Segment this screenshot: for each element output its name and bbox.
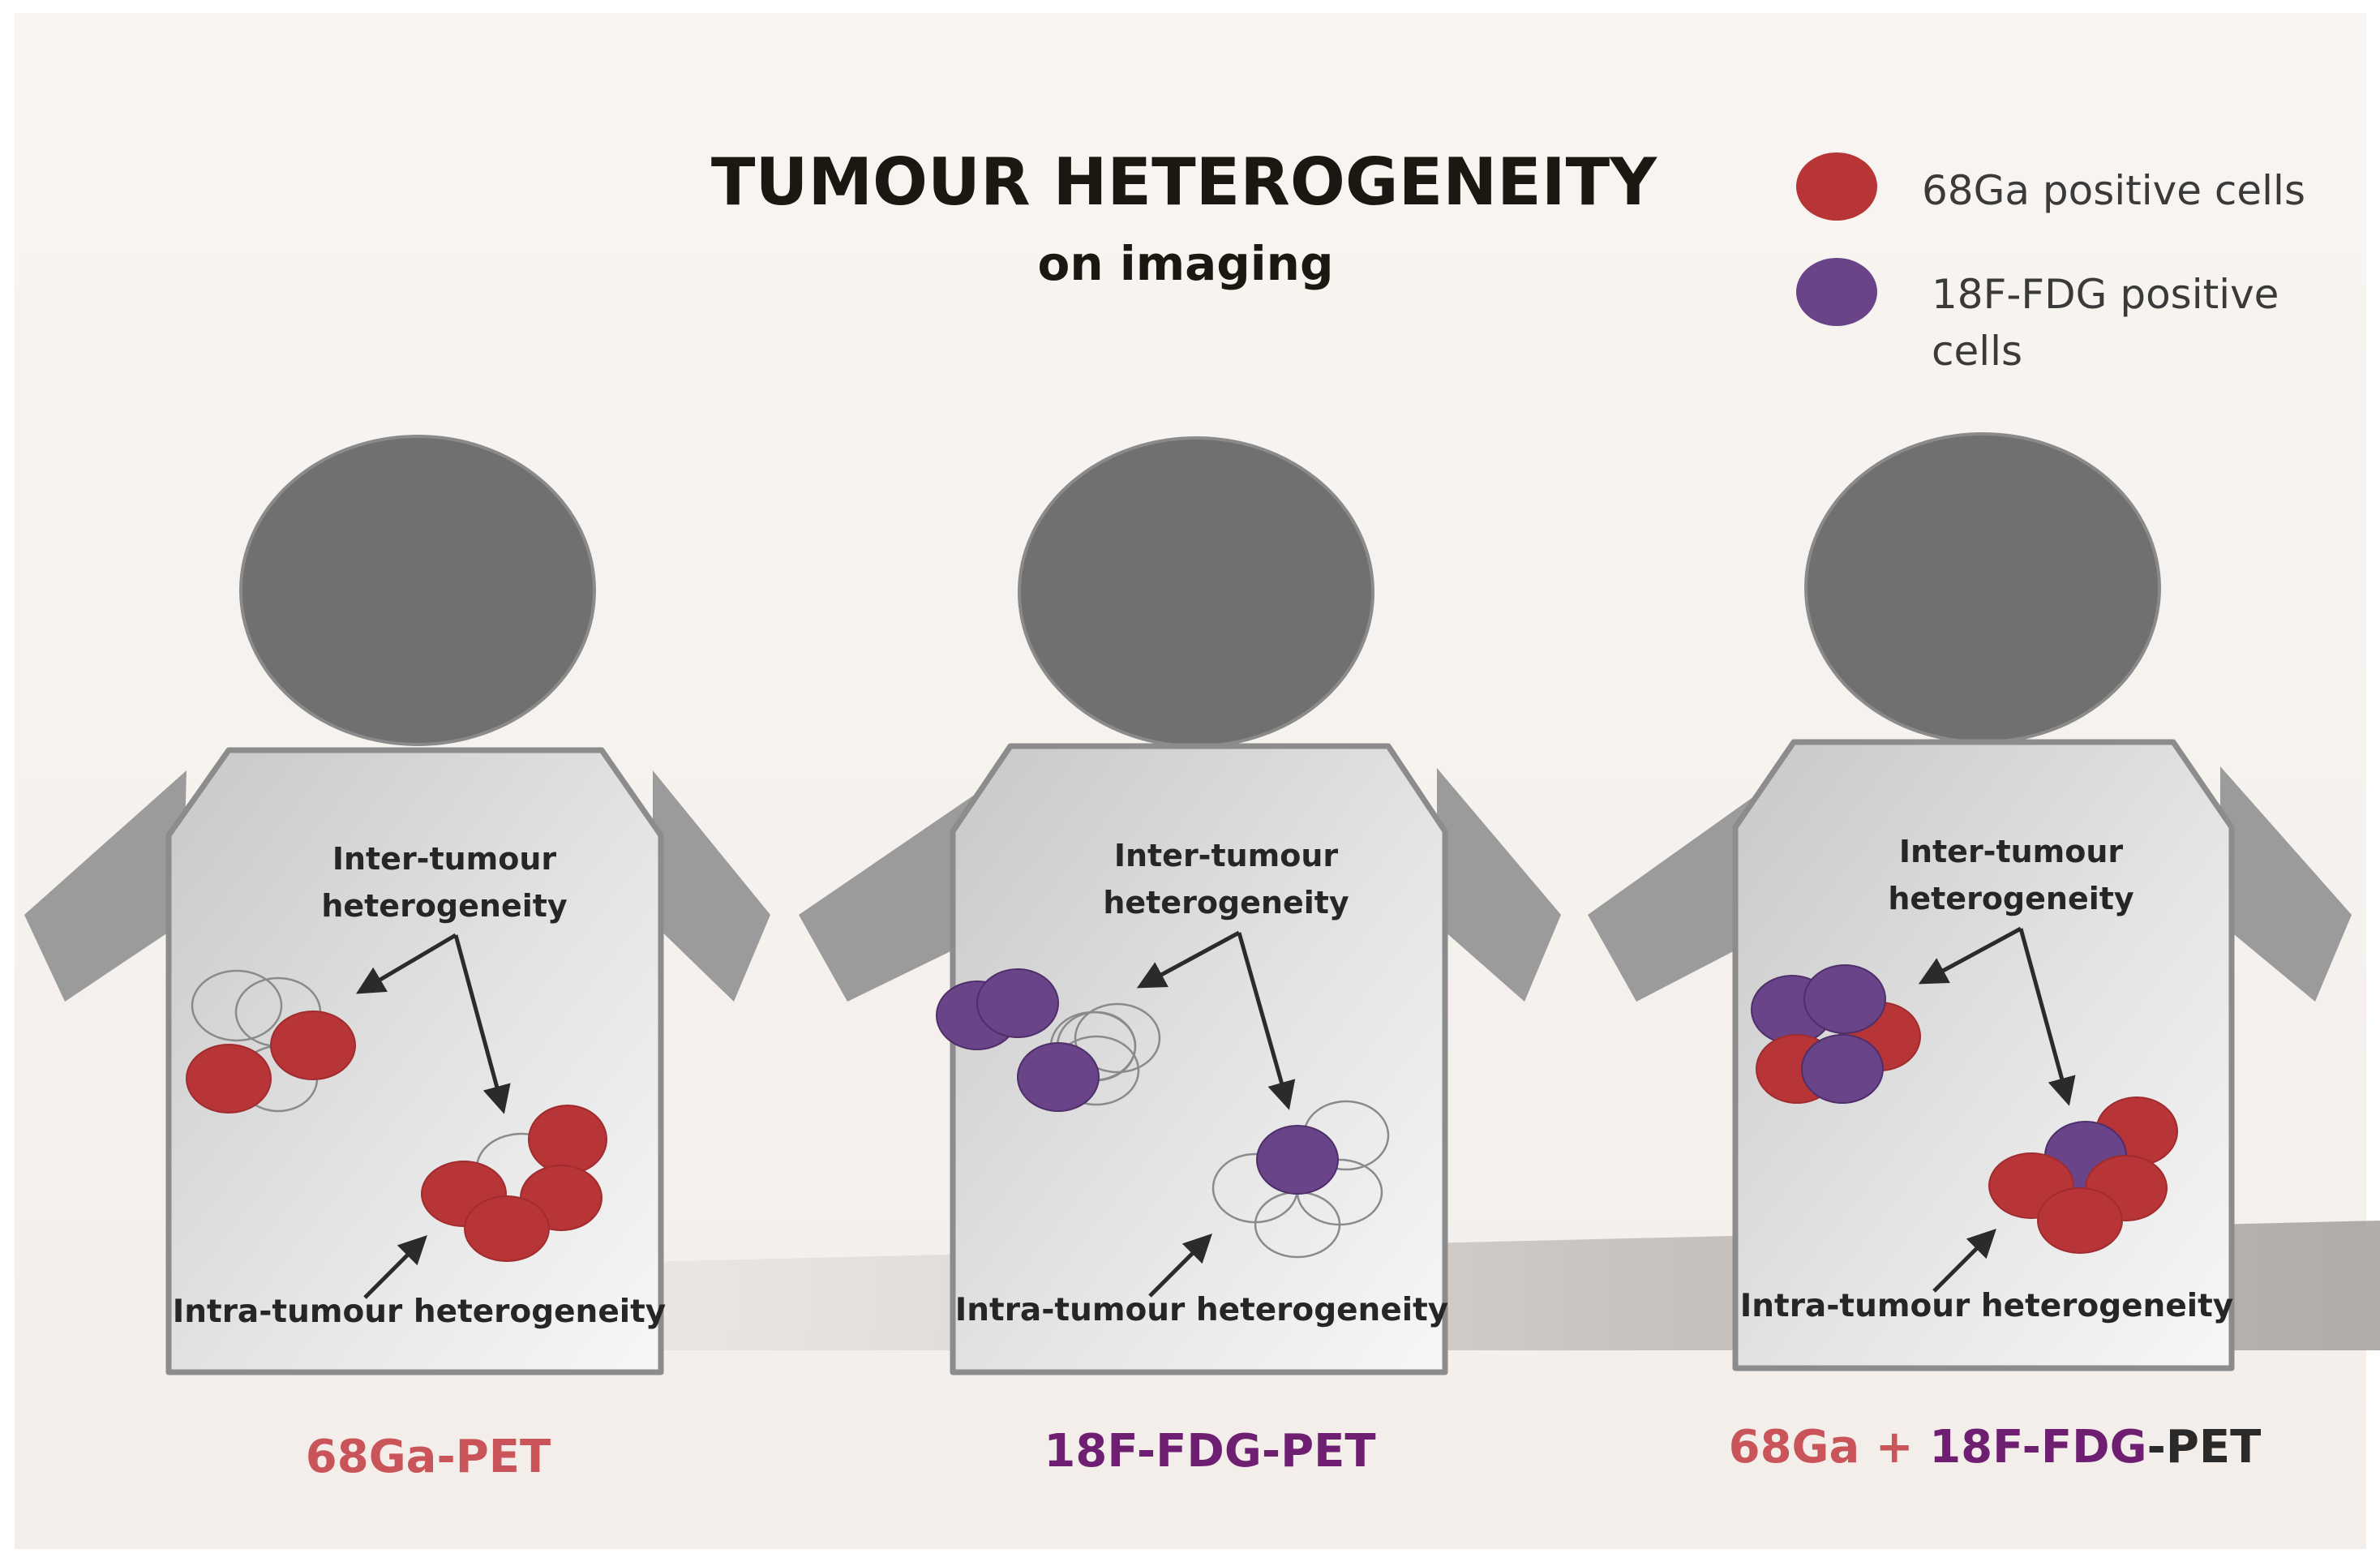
intra-tumour-arrow (363, 1235, 427, 1299)
inter-to-intra-arrow (453, 934, 511, 1114)
inter-to-intra-arrow (1237, 932, 1296, 1110)
inter-tumour-label-line1: Inter-tumour (332, 841, 557, 877)
fdg-positive-cell (1017, 1042, 1100, 1112)
diagram-title: TUMOUR HETEROGENEITY (711, 144, 1657, 220)
fdg-positive-cell (1801, 1034, 1884, 1104)
intra-tumour-cluster (1988, 1096, 2178, 1254)
fdg-positive-cell (1256, 1125, 1339, 1195)
torso (950, 743, 1448, 1375)
left-arm (24, 770, 187, 1002)
68ga-positive-cell (2037, 1187, 2123, 1254)
caption-pet-part: -PET (2147, 1421, 2262, 1474)
legend-68ga-label: 68Ga positive cells (1922, 167, 2305, 214)
diagram-subtitle: on imaging (1038, 236, 1334, 291)
intra-tumour-cluster (421, 1105, 607, 1262)
inter-tumour-arrow (1136, 930, 1241, 989)
inter-tumour-label-line2: heterogeneity (321, 888, 568, 924)
fdg-positive-cell (976, 968, 1059, 1038)
unlabelled-cell (1074, 1002, 1161, 1074)
legend-fdg-label-line1: 18F-FDG positive (1932, 271, 2279, 318)
right-arm (653, 770, 770, 1002)
caption-68ga-pet: 68Ga-PET (306, 1431, 551, 1483)
fdg-positive-cell (1803, 964, 1886, 1034)
legend-red-cell-icon (1796, 152, 1877, 221)
caption-18f-fdg-pet: 18F-FDG-PET (1044, 1425, 1375, 1478)
intra-tumour-arrow (1148, 1234, 1212, 1298)
68ga-positive-cell (270, 1011, 356, 1080)
inter-tumour-cluster (1751, 964, 1921, 1104)
head-silhouette (1804, 432, 2161, 744)
panel-caption: 68Ga + 18F-FDG-PET (1729, 1421, 2262, 1474)
inter-tumour-arrow (1918, 926, 2022, 985)
right-arm (2220, 766, 2352, 1002)
head-silhouette (239, 435, 596, 746)
inter-tumour-label-line1: Inter-tumour (1899, 834, 2124, 869)
panel-combined-pet: Inter-tumour heterogeneity Intra-tumour … (1588, 432, 2352, 1474)
caption-18f-fdg-part: 18F-FDG (1929, 1421, 2146, 1474)
inter-tumour-cluster (936, 968, 1161, 1112)
caption-68ga-part: 68Ga + (1729, 1421, 1930, 1474)
inter-to-intra-arrow (2018, 928, 2076, 1106)
panel-caption: 68Ga-PET (306, 1431, 551, 1483)
intra-tumour-label: Intra-tumour heterogeneity (173, 1294, 666, 1330)
intra-tumour-arrow (1932, 1229, 1996, 1293)
68ga-positive-cell (186, 1044, 272, 1114)
intra-tumour-cluster (1211, 1100, 1390, 1259)
legend: 68Ga positive cells 18F-FDG positive cel… (1796, 152, 2305, 375)
legend-purple-cell-icon (1796, 258, 1877, 326)
inter-tumour-arrow (355, 933, 457, 994)
inter-tumour-label-line1: Inter-tumour (1114, 838, 1339, 873)
right-arm (1437, 768, 1561, 1002)
unlabelled-cell (191, 969, 283, 1042)
panel-18f-fdg-pet: Inter-tumour heterogeneity Intra-tumour … (799, 436, 1561, 1478)
68ga-positive-cell (464, 1195, 550, 1262)
legend-fdg-label-line2: cells (1932, 328, 2022, 375)
intra-tumour-label: Intra-tumour heterogeneity (1740, 1288, 2233, 1324)
inter-tumour-label-line2: heterogeneity (1888, 881, 2134, 916)
inter-tumour-cluster (186, 969, 356, 1114)
intra-tumour-label: Intra-tumour heterogeneity (955, 1292, 1448, 1328)
68ga-positive-cell (528, 1105, 607, 1174)
panel-caption: 18F-FDG-PET (1044, 1425, 1375, 1478)
head-silhouette (1018, 436, 1374, 748)
inter-tumour-label-line2: heterogeneity (1103, 885, 1349, 920)
